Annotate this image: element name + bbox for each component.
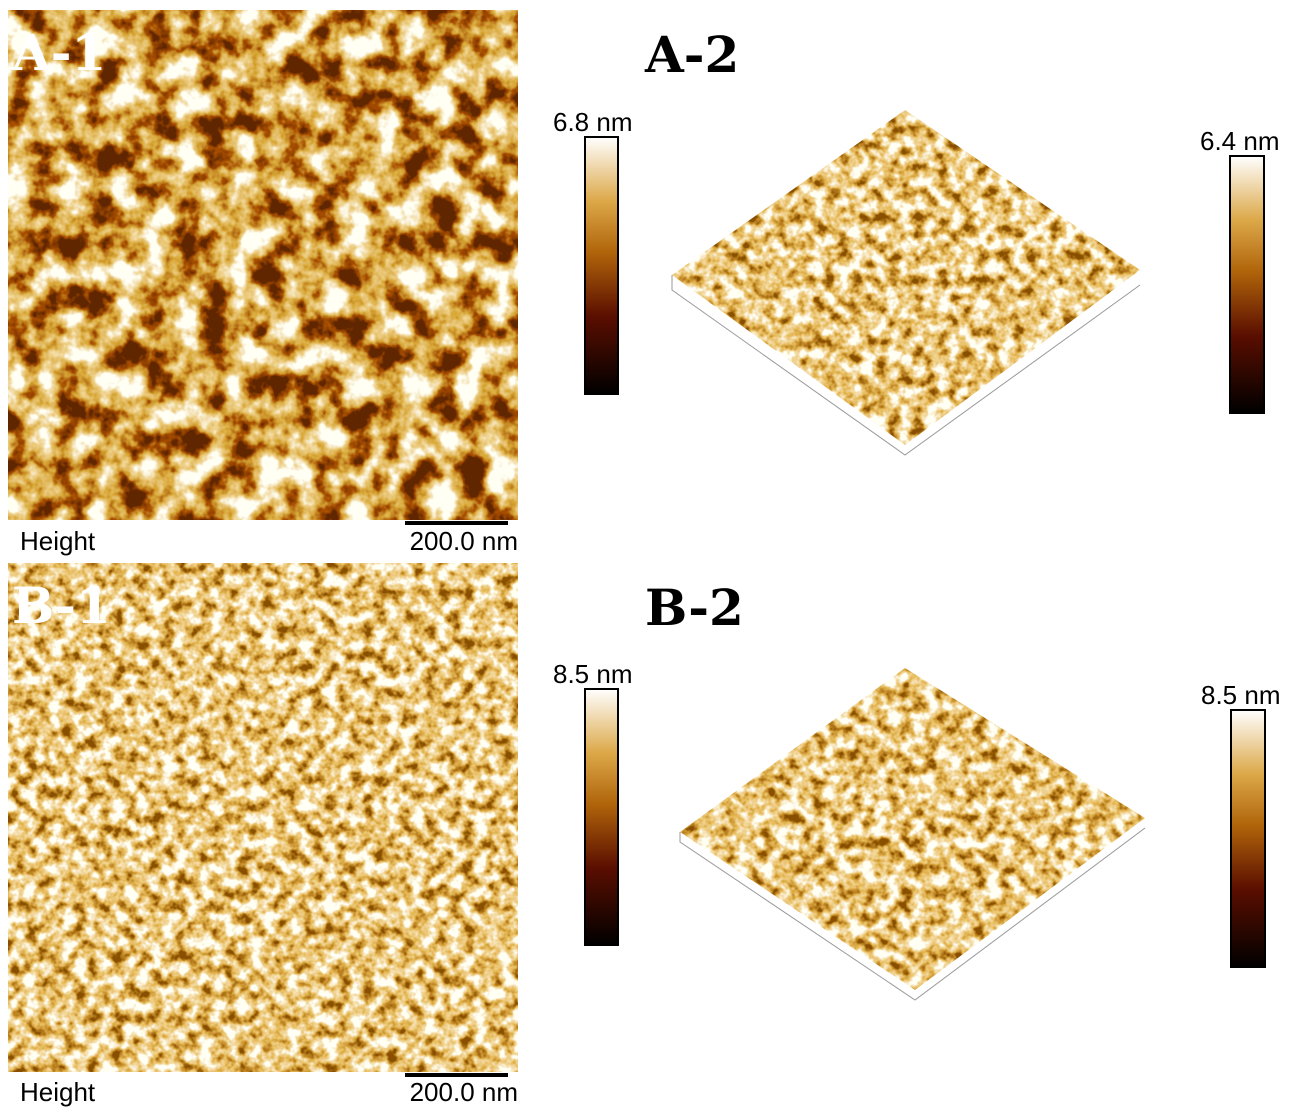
colorbar-label: 8.5 nm xyxy=(1201,680,1281,710)
panel-label: B-1 xyxy=(12,576,111,635)
channel-label: Height xyxy=(20,526,96,556)
colorbar xyxy=(585,689,618,945)
colorbar-label: 8.5 nm xyxy=(553,659,633,689)
figure: A-1 Height 200.0 nm A-2 6.8 nm 6.4 nm B-… xyxy=(0,0,1293,1108)
colorbar xyxy=(585,137,618,394)
colorbar-label: 6.4 nm xyxy=(1200,126,1280,156)
afm-image xyxy=(8,563,518,1072)
scale-bar-label: 200.0 nm xyxy=(410,526,518,556)
surface-3d xyxy=(660,100,1160,460)
afm-image xyxy=(8,10,518,520)
colorbar xyxy=(1230,156,1264,413)
scale-bar-label: 200.0 nm xyxy=(410,1077,518,1107)
panel-label: A-2 xyxy=(644,25,739,84)
panel-label: B-2 xyxy=(645,578,744,637)
colorbar xyxy=(1231,710,1265,967)
channel-label: Height xyxy=(20,1077,96,1107)
colorbar-label: 6.8 nm xyxy=(553,107,633,137)
panel-label: A-1 xyxy=(11,23,106,82)
surface-3d xyxy=(670,660,1160,1000)
